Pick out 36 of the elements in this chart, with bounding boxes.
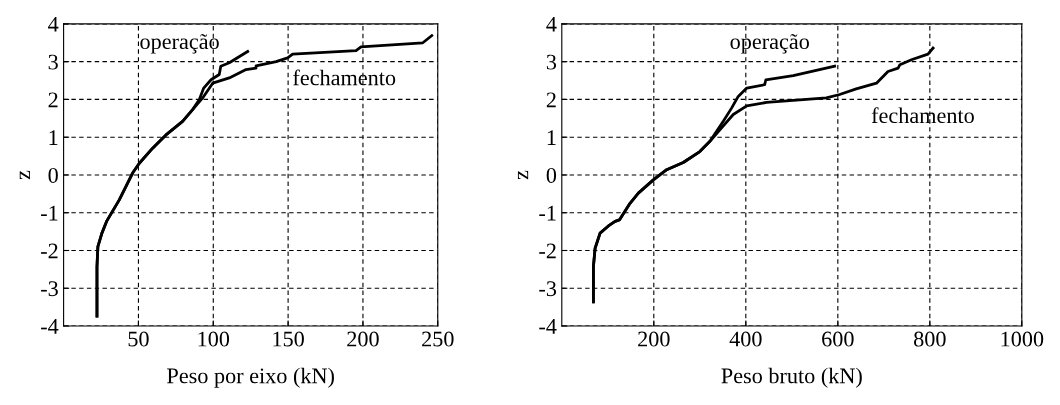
x-tick-label: 150	[273, 331, 304, 347]
y-axis-title: z	[19, 170, 30, 180]
y-tick-label: 4	[48, 16, 59, 32]
y-tick-label: -1	[539, 205, 556, 221]
y-tick-label: -2	[41, 243, 58, 259]
y-tick-label: -3	[41, 281, 58, 297]
series-label: operação	[140, 33, 219, 54]
y-tick-label: -4	[539, 319, 557, 334]
x-tick-label: 200	[638, 331, 670, 347]
x-axis-title: Peso por eixo (kN)	[167, 367, 334, 388]
x-tick-label: 100	[198, 331, 230, 347]
x-tick-label: 200	[347, 331, 379, 347]
x-axis-title: Peso bruto (kN)	[721, 367, 862, 388]
y-tick-label: -2	[539, 243, 556, 259]
y-tick-label: 2	[546, 92, 556, 108]
y-tick-label: 2	[48, 92, 58, 108]
y-tick-label: 3	[546, 54, 557, 70]
series-label: fechamento	[871, 107, 974, 124]
x-tick-label: 1000	[1001, 331, 1044, 347]
y-tick-label: 1	[547, 130, 556, 145]
x-tick-label: 250	[422, 331, 454, 347]
y-tick-label: 3	[48, 54, 58, 70]
y-tick-label: -3	[539, 281, 557, 297]
x-tick-label: 600	[822, 331, 854, 347]
y-tick-label: 0	[546, 167, 557, 183]
series-label: operação	[730, 33, 809, 54]
y-tick-label: -1	[41, 205, 58, 221]
x-tick-label: 800	[914, 331, 946, 347]
y-tick-label: 4	[546, 16, 557, 32]
y-axis-title: z	[517, 170, 529, 180]
y-tick-label: -4	[41, 319, 59, 334]
x-tick-label: 50	[128, 331, 149, 347]
series-label: fechamento	[293, 69, 396, 86]
y-tick-label: 0	[48, 167, 58, 183]
x-tick-label: 400	[729, 331, 762, 347]
y-tick-label: 1	[49, 130, 58, 145]
